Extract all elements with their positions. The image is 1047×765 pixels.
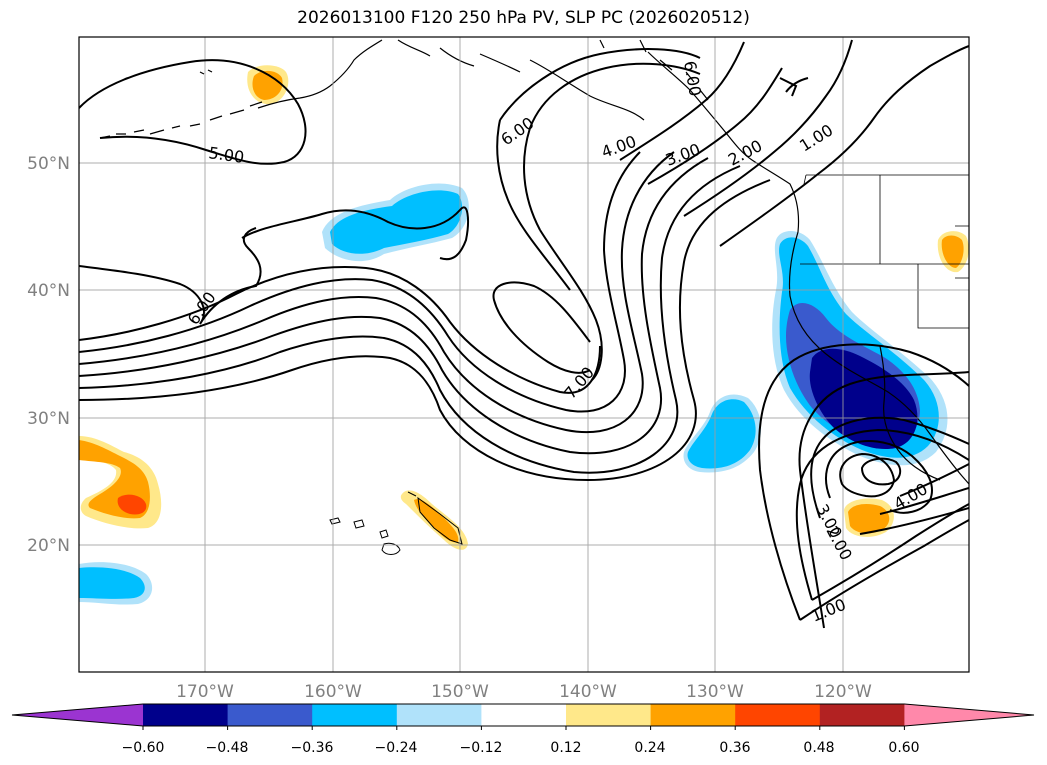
longitude-labels: 170°W 160°W 150°W 140°W 130°W 120°W — [176, 682, 872, 702]
colorbar-segment — [227, 704, 313, 726]
colorbar-segment — [735, 704, 821, 726]
colorbar-segment — [904, 704, 1034, 726]
colorbar-segment — [12, 704, 143, 726]
colorbar-tick-label: 0.60 — [888, 740, 919, 756]
contour-label: 5.00 — [207, 143, 245, 167]
colorbar-tick-label: −0.60 — [122, 740, 165, 756]
lon-label: 130°W — [686, 682, 744, 702]
colorbar-tick-label: −0.48 — [206, 740, 249, 756]
lon-label: 140°W — [559, 682, 617, 702]
pv-negative-area — [687, 399, 756, 469]
colorbar-tick-labels: −0.60 −0.48 −0.36 −0.24 −0.12 0.12 0.24 … — [122, 740, 920, 756]
colorbar-segment — [566, 704, 652, 726]
colorbar-tick-label: 0.48 — [803, 740, 834, 756]
pv-negative-area — [79, 567, 145, 599]
political-borders — [800, 174, 969, 329]
pv-negative-area — [809, 348, 918, 450]
lat-label: 50°N — [27, 154, 70, 174]
colorbar-segment — [650, 704, 736, 726]
colorbar-segment — [143, 704, 229, 726]
colorbar-segment — [481, 704, 567, 726]
pv-positive-area — [117, 494, 147, 515]
pv-positive-area — [848, 504, 890, 534]
colorbar-tick-label: 0.24 — [634, 740, 665, 756]
lon-label: 120°W — [814, 682, 872, 702]
lon-label: 150°W — [431, 682, 489, 702]
colorbar — [11, 703, 1035, 730]
colorbar-segment — [312, 704, 398, 726]
lat-label: 30°N — [27, 409, 70, 429]
latitude-labels: 50°N 40°N 30°N 20°N — [27, 154, 70, 556]
pv-positive-area — [414, 499, 459, 543]
map-title: 2026013100 F120 250 hPa PV, SLP PC (2026… — [297, 8, 750, 28]
slp-contours — [79, 39, 969, 629]
colorbar-tick-label: −0.12 — [460, 740, 503, 756]
hawaii-islands — [329, 491, 463, 555]
pv-negative-area — [330, 190, 463, 254]
lon-label: 170°W — [176, 682, 234, 702]
lon-label: 160°W — [304, 682, 362, 702]
colorbar-tick-label: −0.36 — [291, 740, 334, 756]
lat-label: 20°N — [27, 536, 70, 556]
map-frame — [78, 36, 970, 673]
colorbar-tick-label: −0.24 — [375, 740, 418, 756]
colorbar-tick-label: 0.36 — [719, 740, 750, 756]
colorbar-tick-label: 0.12 — [550, 740, 581, 756]
pv-positive-area — [941, 235, 964, 268]
colorbar-segment — [819, 704, 905, 726]
lat-label: 40°N — [27, 281, 70, 301]
colorbar-segment — [396, 704, 482, 726]
